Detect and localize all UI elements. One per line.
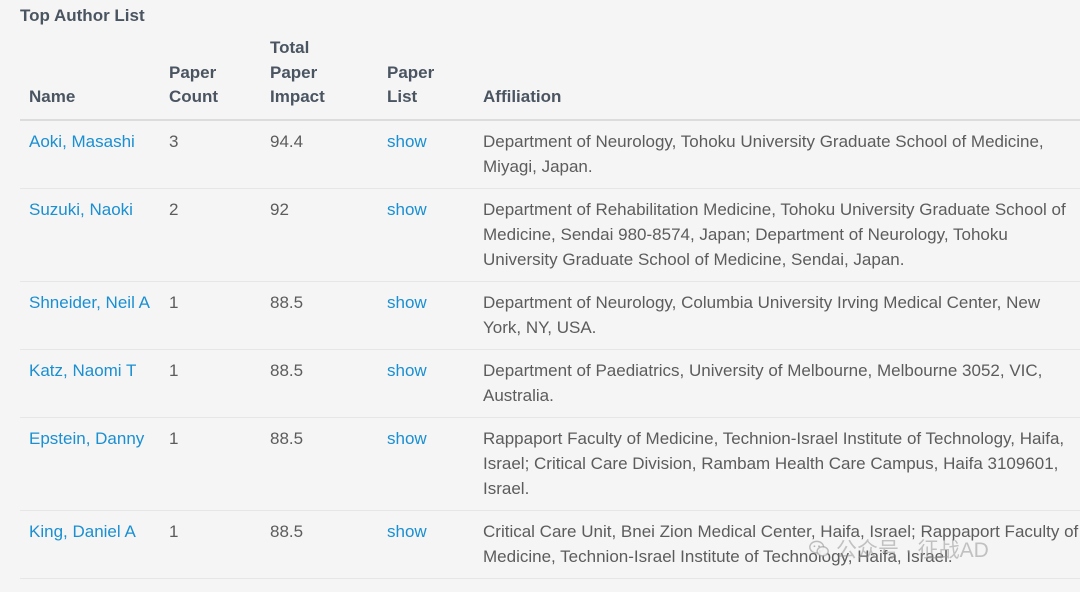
author-name-link[interactable]: Aoki, Masashi — [29, 132, 135, 151]
affiliation-cell: Rappaport Faculty of Medicine, Technion-… — [474, 417, 1080, 511]
paper-list-cell: show — [378, 349, 474, 418]
header-total-impact[interactable]: Total Paper Impact — [261, 36, 378, 121]
author-name-link[interactable]: Epstein, Danny — [29, 429, 145, 448]
paper-count-cell: 1 — [160, 349, 261, 418]
paper-count-cell: 1 — [160, 417, 261, 511]
author-name-link[interactable]: Katz, Naomi T — [29, 361, 137, 380]
table-header: Name Paper Count Total Paper Impact Pape… — [20, 36, 1080, 121]
author-name-cell: Shneider, Neil A — [20, 281, 160, 350]
header-impact-line-3: Impact — [270, 87, 325, 106]
section-title: Top Author List — [20, 6, 145, 25]
paper-list-cell: show — [378, 119, 474, 189]
author-name-cell: Katz, Naomi T — [20, 349, 160, 418]
paper-impact-cell: 88.5 — [261, 349, 378, 418]
affiliation-cell: Department of Rehabilitation Medicine, T… — [474, 188, 1080, 282]
paper-count-cell: 2 — [160, 188, 261, 282]
show-papers-link[interactable]: show — [387, 293, 427, 312]
affiliation-cell: Department of Neurology, Columbia Univer… — [474, 281, 1080, 350]
header-name[interactable]: Name — [20, 36, 160, 121]
table-row: Suzuki, Naoki 2 92 show Department of Re… — [20, 188, 1080, 282]
header-affiliation[interactable]: Affiliation — [474, 36, 1080, 121]
header-count-line-2: Count — [169, 87, 219, 106]
author-name-cell: Suzuki, Naoki — [20, 188, 160, 282]
paper-list-cell: show — [378, 281, 474, 350]
affiliation-cell: Department of Paediatrics, University of… — [474, 349, 1080, 418]
author-name-link[interactable]: Shneider, Neil A — [29, 293, 150, 312]
paper-impact-cell: 88.5 — [261, 281, 378, 350]
header-affiliation-label: Affiliation — [483, 87, 562, 106]
author-table: Name Paper Count Total Paper Impact Pape… — [20, 36, 1080, 579]
header-list-line-2: List — [387, 87, 418, 106]
paper-impact-cell: 94.4 — [261, 119, 378, 189]
header-impact-line-1: Total — [270, 38, 310, 57]
paper-list-cell: show — [378, 188, 474, 282]
author-name-cell: Aoki, Masashi — [20, 119, 160, 189]
show-papers-link[interactable]: show — [387, 361, 427, 380]
paper-list-cell: show — [378, 510, 474, 579]
header-paper-list[interactable]: Paper List — [378, 36, 474, 121]
table-body: Aoki, Masashi 3 94.4 show Department of … — [20, 119, 1080, 579]
table-row: Epstein, Danny 1 88.5 show Rappaport Fac… — [20, 417, 1080, 511]
paper-impact-cell: 88.5 — [261, 510, 378, 579]
paper-count-cell: 1 — [160, 281, 261, 350]
show-papers-link[interactable]: show — [387, 429, 427, 448]
affiliation-cell: Critical Care Unit, Bnei Zion Medical Ce… — [474, 510, 1080, 579]
header-paper-count[interactable]: Paper Count — [160, 36, 261, 121]
table-row: Aoki, Masashi 3 94.4 show Department of … — [20, 119, 1080, 189]
paper-impact-cell: 88.5 — [261, 417, 378, 511]
author-name-link[interactable]: Suzuki, Naoki — [29, 200, 133, 219]
author-name-cell: Epstein, Danny — [20, 417, 160, 511]
header-list-line-1: Paper — [387, 62, 435, 82]
paper-count-cell: 1 — [160, 510, 261, 579]
show-papers-link[interactable]: show — [387, 200, 427, 219]
paper-impact-cell: 92 — [261, 188, 378, 282]
show-papers-link[interactable]: show — [387, 522, 427, 541]
paper-list-cell: show — [378, 417, 474, 511]
header-name-label: Name — [29, 87, 76, 106]
header-impact-line-2: Paper — [270, 62, 318, 82]
header-count-line-1: Paper — [169, 62, 217, 82]
table-row: Shneider, Neil A 1 88.5 show Department … — [20, 281, 1080, 350]
author-name-link[interactable]: King, Daniel A — [29, 522, 136, 541]
paper-count-cell: 3 — [160, 119, 261, 189]
affiliation-cell: Department of Neurology, Tohoku Universi… — [474, 119, 1080, 189]
author-name-cell: King, Daniel A — [20, 510, 160, 579]
table-row: Katz, Naomi T 1 88.5 show Department of … — [20, 349, 1080, 418]
table-row: King, Daniel A 1 88.5 show Critical Care… — [20, 510, 1080, 579]
show-papers-link[interactable]: show — [387, 132, 427, 151]
